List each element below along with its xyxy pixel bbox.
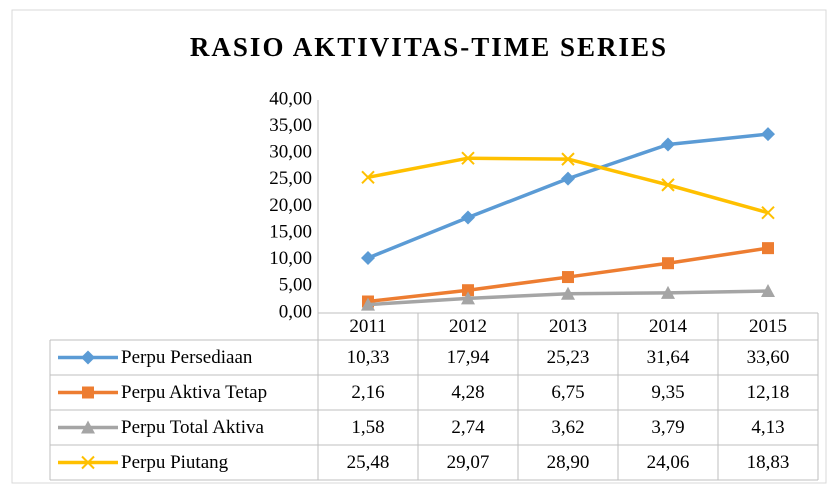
- table-value: 18,83: [747, 452, 790, 473]
- table-value: 25,48: [347, 452, 390, 473]
- table-value: 2,16: [351, 382, 384, 403]
- y-tick-label: 35,00: [269, 115, 312, 136]
- data-point: [662, 257, 674, 270]
- y-tick-label: 40,00: [269, 88, 312, 109]
- table-value: 2,74: [451, 417, 485, 438]
- legend-label: Perpu Piutang: [121, 452, 229, 473]
- y-tick-label: 0,00: [279, 301, 312, 322]
- chart-border: [11, 9, 827, 484]
- data-point: [761, 206, 775, 220]
- data-point: [761, 127, 775, 142]
- table-value: 3,79: [651, 417, 684, 438]
- table-value: 4,13: [751, 417, 784, 438]
- legend-marker: [81, 420, 95, 434]
- table-value: 9,35: [651, 382, 684, 403]
- table-value: 1,58: [351, 417, 384, 438]
- legend-label: Perpu Aktiva Tetap: [121, 382, 267, 403]
- x-tick-label: 2015: [749, 316, 787, 337]
- table-value: 25,23: [547, 347, 590, 368]
- data-point: [361, 170, 375, 185]
- data-point: [461, 210, 475, 225]
- legend-label: Perpu Total Aktiva: [121, 417, 264, 438]
- legend-marker: [81, 455, 95, 470]
- table-value: 17,94: [447, 347, 490, 368]
- data-point: [761, 284, 775, 298]
- data-point: [462, 284, 474, 297]
- data-point: [661, 137, 675, 152]
- chart-title: RASIO AKTIVITAS-TIME SERIES: [190, 32, 668, 62]
- table-value: 33,60: [747, 347, 790, 368]
- y-tick-label: 10,00: [269, 248, 312, 269]
- table-value: 29,07: [447, 452, 490, 473]
- data-point: [361, 250, 375, 265]
- legend-marker: [82, 386, 94, 399]
- table-value: 3,62: [551, 417, 584, 438]
- x-tick-label: 2011: [349, 316, 386, 337]
- table-value: 6,75: [551, 382, 584, 403]
- table-value: 4,28: [451, 382, 484, 403]
- data-point: [461, 151, 475, 165]
- data-point: [661, 178, 675, 192]
- x-tick-label: 2014: [649, 316, 688, 337]
- table-value: 24,06: [647, 452, 690, 473]
- y-tick-label: 20,00: [269, 195, 312, 216]
- x-tick-label: 2012: [449, 316, 487, 337]
- legend-label: Perpu Persediaan: [121, 347, 253, 368]
- table-value: 12,18: [747, 382, 790, 403]
- data-point: [561, 171, 575, 186]
- y-tick-label: 30,00: [269, 142, 312, 163]
- data-point: [562, 271, 574, 284]
- table-value: 28,90: [547, 452, 590, 473]
- y-tick-label: 25,00: [269, 168, 312, 189]
- data-point: [561, 286, 575, 300]
- table-value: 10,33: [347, 347, 390, 368]
- data-point: [361, 297, 375, 311]
- table-value: 31,64: [647, 347, 690, 368]
- data-point: [461, 291, 475, 305]
- y-tick-label: 5,00: [279, 275, 312, 296]
- y-tick-label: 15,00: [269, 221, 312, 242]
- legend-marker: [81, 350, 95, 365]
- data-point: [561, 152, 575, 166]
- data-point: [762, 242, 774, 255]
- data-point: [661, 285, 675, 299]
- x-tick-label: 2013: [549, 316, 587, 337]
